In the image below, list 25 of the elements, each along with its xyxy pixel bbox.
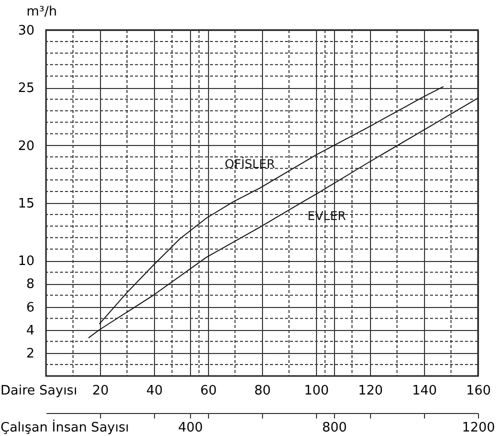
y-tick-label: 4	[26, 323, 34, 338]
x2-tick-label: 60	[200, 384, 217, 398]
y-axis-title: m³/h	[26, 4, 57, 20]
x2-tick-label: 120	[358, 384, 383, 398]
x-tick-label: 400	[178, 420, 203, 436]
x-axis-title: Çalışan İnsan Sayısı	[0, 420, 129, 436]
y-tick-label: 15	[18, 196, 34, 212]
line-series	[88, 98, 478, 338]
y-tick-label: 6	[26, 300, 34, 316]
y-tick-label: 20	[18, 138, 34, 154]
x2-tick-label: 20	[92, 384, 109, 398]
y-tick-label: 30	[18, 24, 34, 38]
line-series	[98, 86, 444, 325]
y-tick-label: 25	[18, 81, 34, 96]
y-tick-label: 8	[26, 277, 34, 292]
x2-tick-label: 100	[304, 384, 329, 398]
x-tick-label: 1200	[462, 420, 496, 436]
x2-axis-title: Daire Sayısı	[0, 384, 78, 398]
x-tick-label: 800	[322, 420, 347, 436]
x2-tick-label: 40	[146, 384, 163, 398]
x2-tick-label: 160	[466, 384, 491, 398]
y-tick-label: 10	[18, 254, 34, 270]
x2-tick-label: 80	[254, 384, 271, 398]
x2-tick-label: 140	[412, 384, 437, 398]
y-tick-label: 2	[26, 346, 34, 362]
